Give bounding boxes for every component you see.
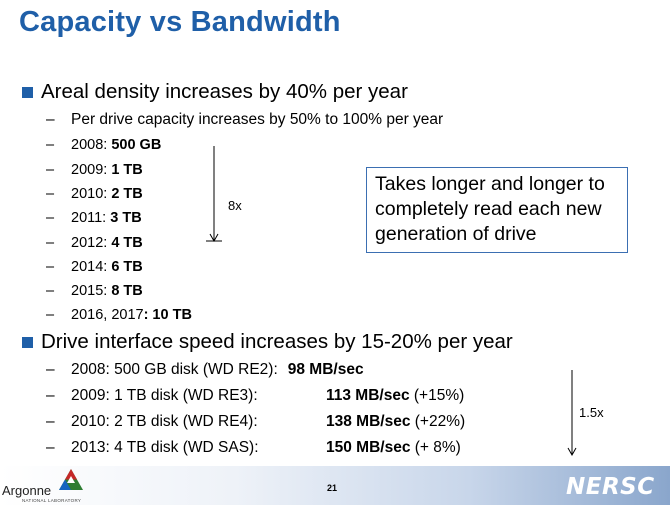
sub-item-value: 8 TB — [111, 283, 143, 299]
down-arrow-icon — [567, 370, 577, 457]
sub-item-value: 98 MB/sec — [287, 361, 364, 378]
dash: – — [46, 259, 55, 275]
dash: – — [46, 137, 55, 153]
sub-item: –2016, 2017: 10 TB — [46, 307, 192, 323]
slide-title: Capacity vs Bandwidth — [19, 6, 341, 38]
sub-item-text: 2008: 500 GB disk (WD RE2): — [71, 361, 278, 378]
sub-item-text: 2014: — [71, 259, 112, 275]
sub-item-delta: (+ 8%) — [410, 439, 461, 456]
square-bullet-icon — [22, 336, 33, 348]
sub-item: –2015: 8 TB — [46, 283, 143, 299]
argonne-logo-subtitle: NATIONAL LABORATORY — [22, 498, 82, 503]
sub-item: –2008: 500 GB disk (WD RE2): 98 MB/sec — [46, 361, 364, 379]
sub-item: –2009: 1 TB disk (WD RE3): 113 MB/sec (+1… — [46, 387, 464, 405]
sub-item: –2010: 2 TB — [46, 186, 143, 202]
dash: – — [46, 162, 55, 178]
sub-item-delta: (+15%) — [409, 387, 465, 404]
sub-item: –2008: 500 GB — [46, 137, 161, 153]
dash: – — [46, 111, 55, 128]
dash: – — [46, 361, 55, 378]
sub-item-text: 2013: 4 TB disk (WD SAS): — [71, 439, 259, 456]
dash: – — [46, 283, 55, 299]
sub-item: –2010: 2 TB disk (WD RE4): 138 MB/sec (+2… — [46, 413, 465, 431]
footer-bar — [0, 466, 670, 505]
sub-item-text: 2011: — [71, 210, 111, 226]
dash: – — [46, 413, 55, 430]
argonne-logo-icon — [59, 469, 83, 490]
sub-item-text: 2012: — [71, 235, 112, 251]
bullet-interface-speed: Drive interface speed increases by 15-20… — [22, 330, 513, 354]
sub-item-text: Per drive capacity increases by 50% to 1… — [71, 111, 444, 128]
sub-item-text: 2009: 1 TB disk (WD RE3): — [71, 387, 258, 404]
sub-item-text: 2010: 2 TB disk (WD RE4): — [71, 413, 258, 430]
sub-item: –2009: 1 TB — [46, 162, 143, 178]
sub-item: –2012: 4 TB — [46, 235, 143, 251]
sub-item-value: 3 TB — [110, 210, 142, 226]
dash: – — [46, 210, 55, 226]
sub-item-text: 2016, 2017 — [71, 307, 144, 323]
sub-item-value: 500 GB — [111, 137, 162, 153]
sub-item-value: 1 TB — [111, 162, 143, 178]
sub-item-value: 150 MB/sec — [326, 439, 411, 456]
bullet-areal-density: Areal density increases by 40% per year — [22, 80, 408, 104]
sub-item-value: 6 TB — [111, 259, 143, 275]
arrow-label-1-5x: 1.5x — [579, 405, 604, 420]
bullet-text: Drive interface speed increases by 15-20… — [41, 330, 513, 353]
sub-item: – Per drive capacity increases by 50% to … — [46, 111, 443, 129]
dash: – — [46, 235, 55, 251]
sub-item: –2014: 6 TB — [46, 259, 143, 275]
down-arrow-icon — [206, 146, 222, 243]
sub-item: –2013: 4 TB disk (WD SAS): 150 MB/sec (+ … — [46, 439, 461, 457]
sub-item-delta: (+22%) — [410, 413, 466, 430]
square-bullet-icon — [22, 86, 33, 98]
sub-item-value: 113 MB/sec — [326, 387, 410, 404]
sub-item-value: : 10 TB — [143, 307, 192, 323]
dash: – — [46, 186, 55, 202]
sub-item-value: 4 TB — [111, 235, 143, 251]
sub-item-value: 138 MB/sec — [326, 413, 411, 430]
callout-box: Takes longer and longer to completely re… — [366, 167, 628, 253]
sub-item-text: 2008: — [71, 137, 112, 153]
arrow-label-8x: 8x — [228, 198, 242, 213]
dash: – — [46, 307, 55, 323]
sub-item-text: 2010: — [71, 186, 112, 202]
sub-item-text: 2009: — [71, 162, 112, 178]
dash: – — [46, 387, 55, 404]
page-number: 21 — [327, 483, 338, 493]
argonne-logo-text: Argonne — [2, 483, 52, 498]
sub-item-text: 2015: — [71, 283, 112, 299]
sub-item-value: 2 TB — [111, 186, 143, 202]
sub-item: –2011: 3 TB — [46, 210, 142, 226]
nersc-logo: NERSC — [566, 474, 655, 500]
bullet-text: Areal density increases by 40% per year — [41, 80, 408, 103]
dash: – — [46, 439, 55, 456]
